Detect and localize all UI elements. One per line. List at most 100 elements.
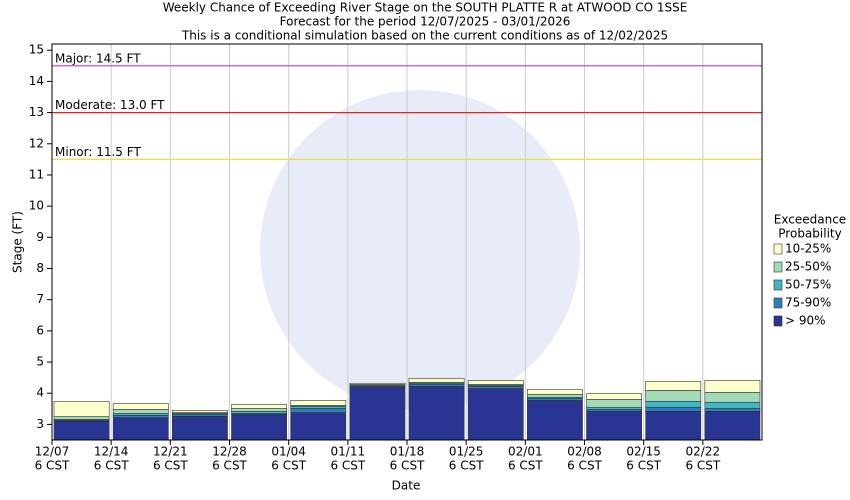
bar-segment <box>112 417 169 441</box>
x-tick-sublabel: 6 CST <box>390 459 425 473</box>
x-tick-sublabel: 6 CST <box>685 459 720 473</box>
x-tick-sublabel: 6 CST <box>271 459 306 473</box>
bar-segment <box>527 394 583 398</box>
legend-label: 25-50% <box>785 260 831 274</box>
bar-segment <box>645 401 702 408</box>
y-tick-label: 11 <box>29 167 44 181</box>
y-tick-label: 5 <box>36 355 44 369</box>
bar-segment <box>408 377 465 383</box>
bar-segment <box>467 386 524 389</box>
flood-label: Moderate: 13.0 FT <box>55 98 165 112</box>
bar-segment <box>231 414 287 441</box>
bar-segment <box>231 411 287 414</box>
bar-segment <box>290 412 347 441</box>
y-tick-label: 8 <box>36 261 44 275</box>
x-tick-label: 12/21 <box>153 445 188 459</box>
x-tick-label: 12/07 <box>35 445 70 459</box>
bar-segment <box>408 386 465 441</box>
legend-swatch <box>773 261 783 273</box>
x-tick-label: 02/01 <box>508 445 543 459</box>
chart-subtitle: Forecast for the period 12/07/2025 - 03/… <box>280 15 571 29</box>
legend-title: Exceedance <box>774 213 846 227</box>
x-tick-sublabel: 6 CST <box>626 459 661 473</box>
y-tick-label: 13 <box>29 105 44 119</box>
legend-label: 50-75% <box>785 278 831 292</box>
x-tick-label: 12/14 <box>94 445 129 459</box>
bar-segment <box>645 390 702 402</box>
bar-segment <box>172 416 228 441</box>
x-tick-label: 02/08 <box>567 445 602 459</box>
bar-segment <box>704 411 761 441</box>
bar-segment <box>231 404 287 409</box>
bar-segment <box>527 389 583 395</box>
x-tick-label: 01/18 <box>390 445 425 459</box>
y-tick-label: 10 <box>29 199 44 213</box>
watermark <box>260 90 580 410</box>
x-tick-label: 12/28 <box>212 445 247 459</box>
bar-segment <box>53 416 110 420</box>
legend-swatch <box>773 279 783 291</box>
bar-segment <box>645 406 702 412</box>
x-tick-sublabel: 6 CST <box>94 459 129 473</box>
bar-segment <box>349 382 406 385</box>
x-tick-label: 01/25 <box>449 445 484 459</box>
flood-label: Minor: 11.5 FT <box>55 145 141 159</box>
legend-swatch <box>773 297 783 309</box>
bar-segment <box>290 408 347 413</box>
bar-segment <box>53 420 110 441</box>
x-tick-sublabel: 6 CST <box>567 459 602 473</box>
x-tick-sublabel: 6 CST <box>508 459 543 473</box>
y-tick-label: 12 <box>29 136 44 150</box>
plot-frame <box>51 43 763 441</box>
x-tick-sublabel: 6 CST <box>35 459 70 473</box>
bar-segment <box>290 400 347 406</box>
bar-segment <box>112 403 169 410</box>
y-tick-label: 6 <box>36 323 44 337</box>
x-tick-label: 02/22 <box>686 445 721 459</box>
bar-segment <box>467 388 524 441</box>
y-tick-label: 14 <box>29 74 44 88</box>
flood-label: Major: 14.5 FT <box>55 51 141 65</box>
y-tick-label: 9 <box>36 230 44 244</box>
chart-note: This is a conditional simulation based o… <box>181 29 668 43</box>
x-axis-label: Date <box>392 479 421 493</box>
legend-label: > 90% <box>785 314 826 328</box>
chart-title: Weekly Chance of Exceeding River Stage o… <box>163 1 688 15</box>
bar-segment <box>112 415 169 418</box>
bar-segment <box>112 409 169 414</box>
legend-swatch <box>773 243 783 255</box>
y-tick-label: 7 <box>36 292 44 306</box>
bar-segment <box>349 387 406 441</box>
x-tick-sublabel: 6 CST <box>330 459 365 473</box>
x-tick-sublabel: 6 CST <box>212 459 247 473</box>
bar-segment <box>704 391 761 403</box>
x-tick-sublabel: 6 CST <box>449 459 484 473</box>
bar-segment <box>586 411 642 441</box>
bar-segment <box>586 393 642 400</box>
y-tick-label: 4 <box>36 386 44 400</box>
legend-title: Probability <box>778 227 841 241</box>
legend-swatch <box>773 315 783 327</box>
y-tick-label: 3 <box>36 417 44 431</box>
bar-segment <box>231 408 287 412</box>
y-tick-label: 15 <box>29 43 44 57</box>
bar-segment <box>527 400 583 441</box>
bar-segment <box>172 410 228 413</box>
legend-label: 75-90% <box>785 296 831 310</box>
bar-segment <box>53 401 110 417</box>
bar-segment <box>290 406 347 409</box>
x-tick-label: 02/15 <box>626 445 661 459</box>
y-axis-label: Stage (FT) <box>11 211 25 273</box>
bar-segment <box>645 381 702 391</box>
x-tick-label: 01/11 <box>331 445 366 459</box>
legend-label: 10-25% <box>785 242 831 256</box>
bar-segment <box>586 406 642 410</box>
x-tick-label: 01/04 <box>271 445 306 459</box>
bar-segment <box>704 408 761 412</box>
bar-segment <box>467 380 524 385</box>
bar-segment <box>704 401 761 409</box>
bar-segment <box>645 411 702 441</box>
x-tick-sublabel: 6 CST <box>153 459 188 473</box>
bar-segment <box>704 380 761 393</box>
